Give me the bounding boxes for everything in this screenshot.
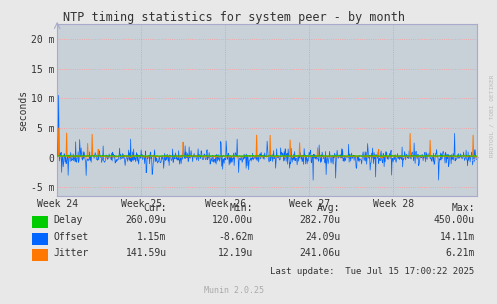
Y-axis label: seconds: seconds (18, 90, 28, 131)
Text: Cur:: Cur: (143, 203, 166, 213)
Text: 120.00u: 120.00u (212, 216, 253, 226)
Text: RRDTOOL / TOBI OETIKER: RRDTOOL / TOBI OETIKER (490, 74, 495, 157)
Text: Last update:  Tue Jul 15 17:00:22 2025: Last update: Tue Jul 15 17:00:22 2025 (270, 267, 475, 276)
Text: Max:: Max: (451, 203, 475, 213)
Text: 241.06u: 241.06u (299, 248, 340, 258)
Text: Munin 2.0.25: Munin 2.0.25 (204, 286, 263, 295)
Text: NTP timing statistics for system peer - by month: NTP timing statistics for system peer - … (63, 11, 405, 24)
Text: Offset: Offset (54, 232, 89, 242)
Text: 12.19u: 12.19u (218, 248, 253, 258)
Text: 260.09u: 260.09u (125, 216, 166, 226)
Text: Jitter: Jitter (54, 248, 89, 258)
Text: 1.15m: 1.15m (137, 232, 166, 242)
Text: 450.00u: 450.00u (433, 216, 475, 226)
Text: Min:: Min: (230, 203, 253, 213)
Text: 24.09u: 24.09u (305, 232, 340, 242)
Text: 141.59u: 141.59u (125, 248, 166, 258)
Text: 282.70u: 282.70u (299, 216, 340, 226)
Text: 14.11m: 14.11m (439, 232, 475, 242)
Text: Delay: Delay (54, 216, 83, 226)
Text: Avg:: Avg: (317, 203, 340, 213)
Text: -8.62m: -8.62m (218, 232, 253, 242)
Text: 6.21m: 6.21m (445, 248, 475, 258)
